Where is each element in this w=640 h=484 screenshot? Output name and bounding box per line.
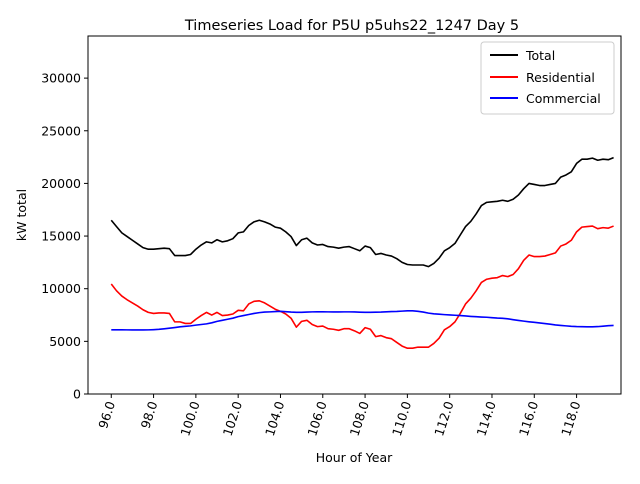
legend-label-residential: Residential — [526, 70, 595, 85]
x-axis-label: Hour of Year — [316, 450, 393, 465]
legend-label-total: Total — [525, 48, 555, 63]
y-tick-label: 25000 — [41, 123, 81, 138]
chart-title: Timeseries Load for P5U p5uhs22_1247 Day… — [184, 18, 519, 34]
legend: Total Residential Commercial — [480, 41, 615, 115]
series-line-commercial — [111, 310, 614, 331]
plot-frame — [87, 35, 622, 395]
legend-label-commercial: Commercial — [526, 91, 601, 106]
series-line-total — [110, 156, 614, 268]
y-tick-label: 30000 — [41, 71, 81, 86]
series-layer — [110, 156, 614, 350]
y-tick-label: 5000 — [49, 334, 81, 349]
legend-box — [480, 41, 615, 115]
series-line-residential — [110, 225, 614, 350]
y-axis-ticks: 0 5000 10000 15000 20000 25000 30000 — [41, 71, 88, 402]
y-tick-label: 15000 — [41, 229, 81, 244]
y-tick-label: 20000 — [41, 176, 81, 191]
y-tick-label: 0 — [73, 387, 81, 402]
y-tick-label: 10000 — [41, 281, 81, 296]
y-axis-label: kW total — [14, 189, 29, 241]
